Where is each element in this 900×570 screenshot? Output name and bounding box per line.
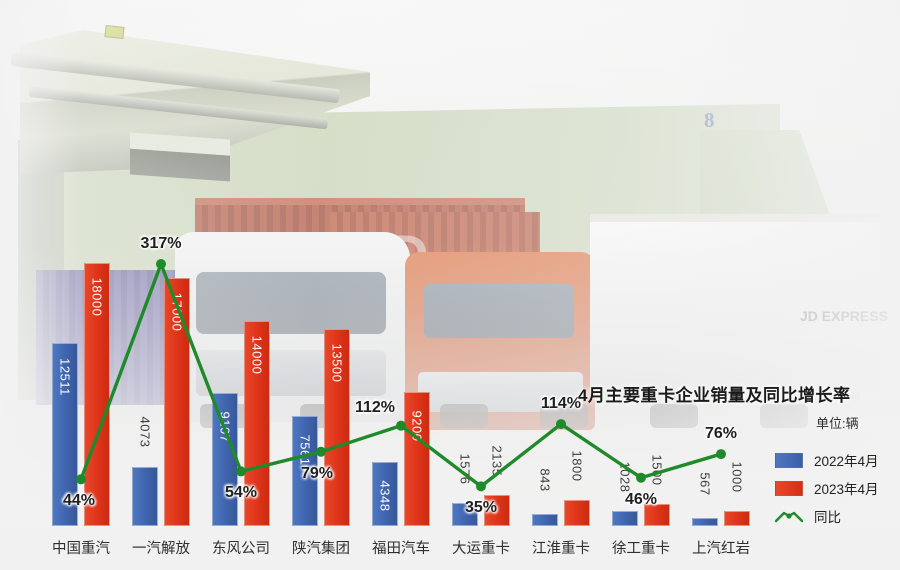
legend-label-2022: 2022年4月 [814,454,879,469]
bottom-band [0,528,900,570]
legend-item-2022[interactable]: 2022年4月 [775,446,895,474]
yoy-point-东风公司 [236,466,246,477]
legend-label-yoy: 同比 [814,510,841,525]
bar-2022-东风公司 [212,392,238,526]
chart-legend: 2022年4月 2023年4月 同比 [774,446,895,530]
yoy-label-陕汽集团: 79% [300,464,334,482]
chart-title: 4月主要重卡企业销量及同比增长率 [578,386,851,405]
category-label-中国重汽: 中国重汽 [52,541,110,557]
yoy-point-大运重卡 [476,481,486,492]
yoy-point-上汽红岩 [716,449,726,460]
legend-line-marker-icon [774,509,804,524]
yoy-point-徐工重卡 [636,472,646,483]
bar-2023-福田汽车 [404,391,430,526]
bar-2023-江淮重卡 [564,499,590,526]
category-label-一汽解放: 一汽解放 [132,541,190,557]
category-label-东风公司: 东风公司 [212,541,270,557]
bar-2023-东风公司 [244,321,270,526]
bar-2022-福田汽车 [372,462,398,526]
bar-2023-陕汽集团 [324,328,350,526]
legend-item-yoy[interactable]: 同比 [774,502,895,530]
yoy-label-中国重汽: 44% [62,492,96,510]
bar-2023-上汽红岩 [724,511,750,526]
bar-2023-一汽解放 [164,277,190,526]
bar-2023-大运重卡 [484,494,510,526]
bar-2023-徐工重卡 [644,504,670,526]
yoy-label-江淮重卡: 114% [540,395,582,413]
legend-swatch-red-icon [775,480,803,496]
bar-2022-大运重卡 [452,502,478,526]
bar-2022-一汽解放 [132,466,158,526]
legend-item-2023[interactable]: 2023年4月 [775,474,895,502]
bar-2022-江淮重卡 [532,513,558,526]
yoy-label-福田汽车: 112% [354,398,396,416]
bar-2023-中国重汽 [84,263,110,526]
category-label-福田汽车: 福田汽车 [372,541,430,557]
bar-2022-徐工重卡 [612,510,638,526]
category-label-上汽红岩: 上汽红岩 [692,541,750,557]
yoy-line [79,262,723,489]
category-label-大运重卡: 大运重卡 [452,541,510,557]
yoy-point-陕汽集团 [316,446,326,457]
yoy-label-徐工重卡: 46% [624,490,658,508]
legend-label-2023: 2023年4月 [814,482,879,497]
chart-unit-label: 单位:辆 [816,416,859,431]
yoy-point-一汽解放 [156,259,166,269]
category-label-徐工重卡: 徐工重卡 [612,541,670,557]
category-label-陕汽集团: 陕汽集团 [292,541,350,557]
yoy-point-中国重汽 [76,474,86,485]
category-label-江淮重卡: 江淮重卡 [532,541,590,557]
bar-2022-中国重汽 [52,343,78,526]
yoy-label-一汽解放: 317% [140,235,182,252]
bar-2022-陕汽集团 [292,415,318,526]
yoy-label-大运重卡: 35% [464,499,498,517]
legend-swatch-blue-icon [775,452,803,468]
bar-2022-上汽红岩 [692,517,718,526]
yoy-label-东风公司: 54% [224,484,258,502]
yoy-label-上汽红岩: 76% [704,425,738,443]
yoy-point-江淮重卡 [556,419,566,430]
yoy-point-福田汽车 [396,420,406,431]
